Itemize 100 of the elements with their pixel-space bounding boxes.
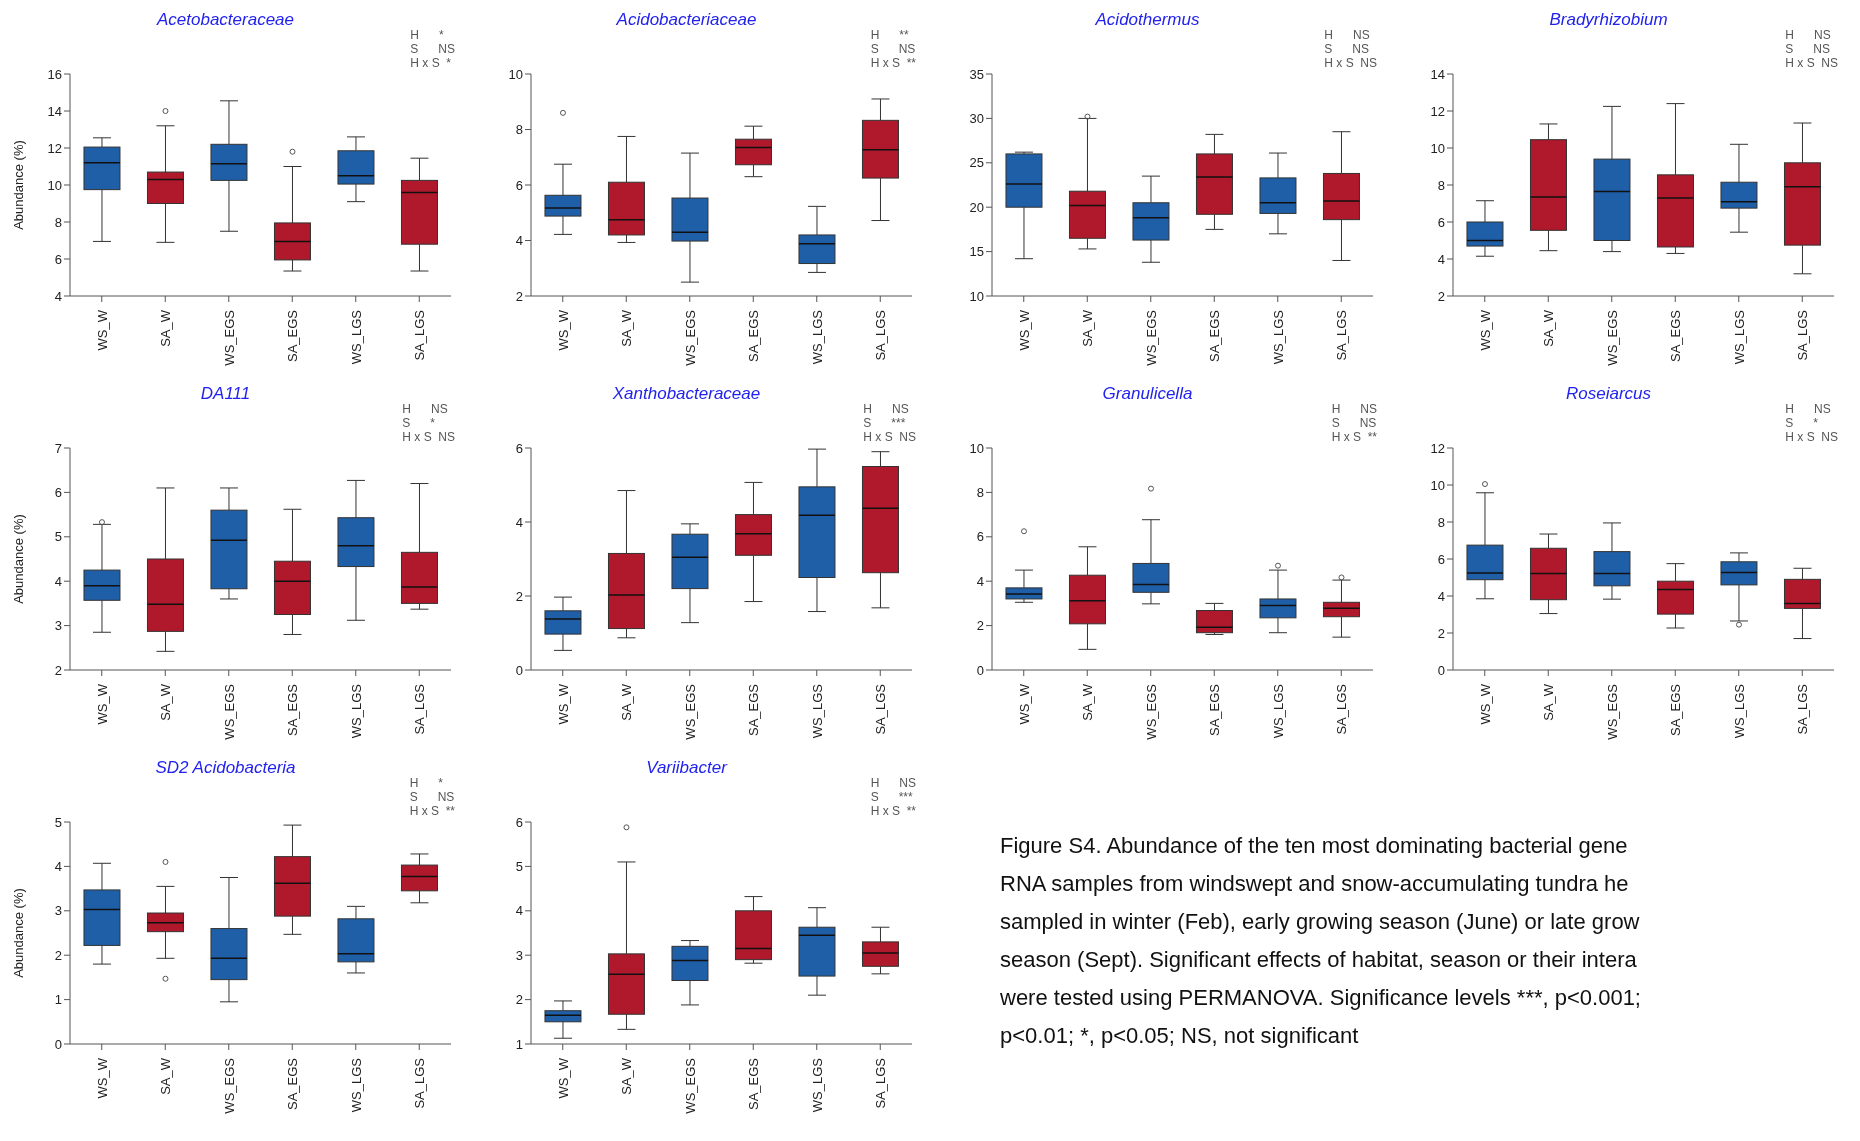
y-tick-label: 1 — [54, 992, 62, 1008]
text: H NS — [1324, 28, 1371, 42]
y-tick-label: 8 — [976, 485, 984, 501]
y-tick-label: 2 — [976, 618, 984, 634]
x-tick-label: WS_LGS — [809, 1057, 825, 1113]
text: H NS — [863, 402, 910, 416]
x-tick-label: SA_LGS — [1334, 309, 1350, 361]
y-tick-label: 3 — [54, 903, 62, 919]
text: S NS — [409, 790, 455, 804]
x-tick-label: WS_EGS — [1604, 309, 1620, 366]
y-tick-label: 2 — [54, 662, 62, 678]
x-tick-label: SA_EGS — [1668, 683, 1684, 737]
y-tick-label: 6 — [1437, 214, 1445, 230]
y-tick-label: 4 — [976, 573, 984, 589]
text: H x S ** — [870, 804, 916, 818]
y-tick-label: 5 — [54, 814, 62, 830]
y-tick-label: 12 — [1430, 103, 1445, 119]
x-tick-label: WS_W — [1016, 309, 1032, 351]
y-axis-title: Abundance (%) — [10, 514, 26, 604]
y-tick-label: 12 — [1430, 440, 1445, 456]
y-tick-label: 0 — [976, 662, 984, 678]
y-tick-label: 2 — [54, 947, 62, 963]
y-tick-label: 0 — [515, 662, 523, 678]
y-tick-label: 6 — [54, 251, 62, 267]
x-tick-label: SA_W — [619, 1057, 635, 1095]
y-tick-label: 12 — [47, 140, 62, 156]
x-tick-label: WS_W — [1016, 683, 1032, 725]
y-tick-label: 4 — [54, 288, 62, 304]
text: H NS — [402, 402, 449, 416]
y-tick-label: 4 — [515, 903, 523, 919]
text: S NS — [1785, 42, 1831, 56]
chart-title: DA111 — [199, 384, 252, 404]
y-tick-label: 10 — [969, 440, 984, 456]
x-tick-label: SA_EGS — [746, 1057, 762, 1111]
y-tick-label: 6 — [515, 177, 523, 193]
chart-title: Roseiarcus — [1564, 384, 1652, 404]
text: H NS — [1785, 402, 1832, 416]
text: S * — [1785, 416, 1819, 430]
y-tick-label: 6 — [976, 529, 984, 545]
x-tick-label: WS_EGS — [221, 683, 237, 740]
text: H x S NS — [1785, 430, 1838, 444]
y-tick-label: 1 — [515, 1036, 523, 1052]
x-tick-label: WS_LGS — [1270, 309, 1286, 365]
y-tick-label: 10 — [1430, 477, 1445, 493]
x-tick-label: WS_LGS — [809, 309, 825, 365]
y-tick-label: 6 — [515, 814, 523, 830]
y-tick-label: 10 — [47, 177, 62, 193]
y-tick-label: 14 — [1430, 66, 1445, 82]
x-tick-label: SA_LGS — [412, 309, 428, 361]
x-tick-label: SA_W — [158, 1057, 174, 1095]
text: S *** — [870, 790, 914, 804]
x-tick-label: WS_W — [94, 683, 110, 725]
text: H x S ** — [1331, 430, 1377, 444]
text: RNA samples from windswept and snow-accumulating tundra he — [1000, 870, 1630, 898]
y-tick-label: 2 — [515, 992, 523, 1008]
y-tick-label: 10 — [1430, 140, 1445, 156]
y-tick-label: 14 — [47, 103, 62, 119]
x-tick-label: SA_EGS — [285, 309, 301, 363]
x-tick-label: WS_LGS — [1270, 683, 1286, 739]
x-tick-label: SA_EGS — [746, 683, 762, 737]
x-tick-label: WS_W — [94, 309, 110, 351]
y-axis-title: Abundance (%) — [10, 140, 26, 230]
y-tick-label: 6 — [54, 485, 62, 501]
y-tick-label: 8 — [1437, 514, 1445, 530]
y-tick-label: 5 — [54, 529, 62, 545]
text: H * — [409, 776, 444, 790]
x-tick-label: SA_LGS — [1795, 683, 1811, 735]
chart-title: Granulicella — [1101, 384, 1194, 404]
x-tick-label: WS_LGS — [1731, 309, 1747, 365]
text: H x S * — [410, 56, 452, 70]
y-axis-title: Abundance (%) — [10, 888, 26, 978]
x-tick-label: WS_W — [555, 1057, 571, 1099]
x-tick-label: WS_LGS — [348, 1057, 364, 1113]
y-tick-label: 8 — [1437, 177, 1445, 193]
y-tick-label: 4 — [1437, 251, 1445, 267]
x-tick-label: WS_EGS — [1604, 683, 1620, 740]
x-tick-label: SA_LGS — [1334, 683, 1350, 735]
text: H NS — [870, 776, 916, 790]
x-tick-label: SA_EGS — [1207, 683, 1223, 737]
chart-title: SD2 Acidobacteria — [154, 758, 297, 778]
x-tick-label: WS_EGS — [1143, 309, 1159, 366]
y-tick-label: 5 — [515, 859, 523, 875]
x-tick-label: WS_W — [1477, 683, 1493, 725]
y-tick-label: 3 — [54, 618, 62, 634]
y-tick-label: 2 — [1437, 625, 1445, 641]
x-tick-label: WS_W — [1477, 309, 1493, 351]
x-tick-label: WS_LGS — [348, 309, 364, 365]
x-tick-label: SA_EGS — [1668, 309, 1684, 363]
x-tick-label: WS_LGS — [809, 683, 825, 739]
y-tick-label: 2 — [515, 588, 523, 604]
y-tick-label: 20 — [969, 199, 984, 215]
y-tick-label: 0 — [54, 1036, 62, 1052]
x-tick-label: SA_LGS — [873, 1057, 889, 1109]
y-tick-label: 8 — [54, 214, 62, 230]
x-tick-label: SA_EGS — [285, 683, 301, 737]
x-tick-label: WS_W — [555, 309, 571, 351]
text: S NS — [1331, 416, 1377, 430]
x-tick-label: SA_W — [1080, 309, 1096, 347]
x-tick-label: SA_W — [1541, 683, 1557, 721]
chart-title: Bradyrhizobium — [1548, 10, 1669, 30]
